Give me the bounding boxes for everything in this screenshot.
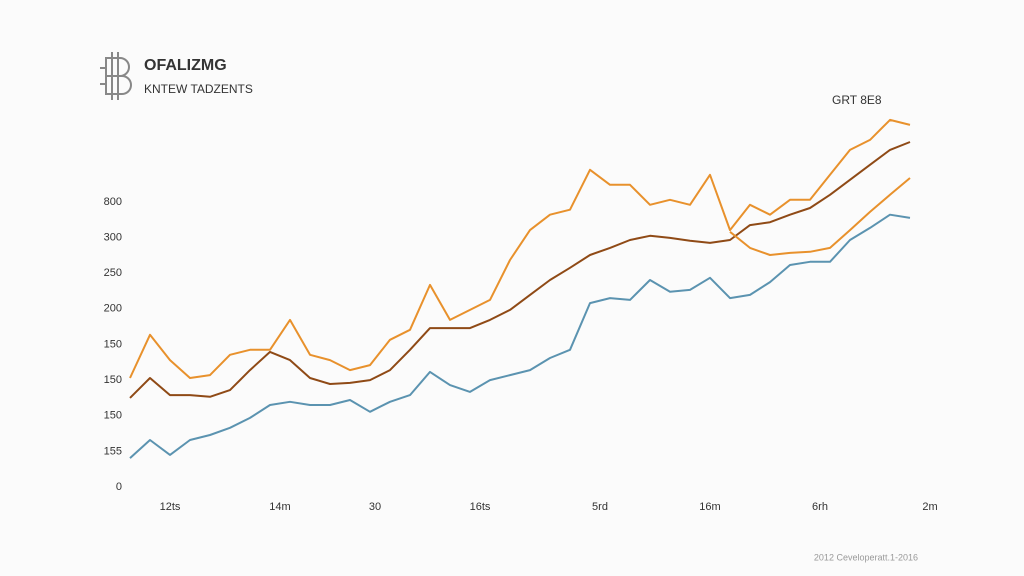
x-tick-label: 2m	[922, 501, 937, 513]
annotation: GRT 8E8	[832, 93, 882, 107]
x-tick-label: 12ts	[160, 501, 181, 513]
line-series	[129, 118, 911, 379]
chart-title: OFALIZMG	[144, 57, 227, 74]
x-tick-label: 16m	[699, 501, 720, 513]
y-tick-label: 150	[104, 374, 122, 386]
x-tick-label: 14m	[269, 501, 290, 513]
footer: 2012 Ceveloperatt.1-2016	[814, 552, 918, 562]
y-tick-label: 155	[104, 445, 122, 457]
chart-subtitle: KNTEW TADZENTS	[144, 82, 253, 96]
x-tick-label: 16ts	[470, 501, 491, 513]
y-tick-label: 150	[104, 338, 122, 350]
y-tick-label: 150	[104, 410, 122, 422]
x-tick-label: 30	[369, 501, 381, 513]
line-series	[129, 141, 911, 399]
y-tick-label: 0	[116, 481, 122, 493]
y-tick-label: 250	[104, 267, 122, 279]
y-tick-label: 300	[104, 231, 122, 243]
y-tick-label: 200	[104, 303, 122, 315]
x-tick-label: 5rd	[592, 501, 608, 513]
x-tick-label: 6rh	[812, 501, 828, 513]
y-tick-label: 800	[104, 196, 122, 208]
line-series	[729, 177, 911, 256]
logo	[100, 52, 132, 100]
line-series	[129, 213, 911, 459]
